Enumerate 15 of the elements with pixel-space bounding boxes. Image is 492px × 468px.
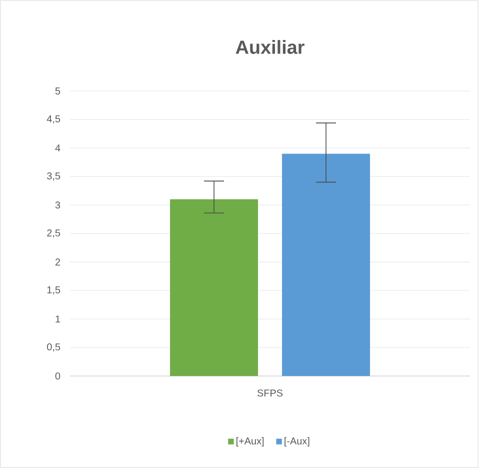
y-tick-label: 0 <box>55 372 60 380</box>
chart-title: Auxiliar <box>236 40 304 54</box>
y-tick-label: 0,5 <box>47 343 60 352</box>
y-tick-label: 2,5 <box>47 229 60 238</box>
y-tick-label: 1 <box>56 316 60 322</box>
x-tick-label: SFPS <box>257 389 283 397</box>
y-tick-label: 1,5 <box>47 286 60 295</box>
y-tick-label: 4,5 <box>46 115 60 124</box>
legend-label: [+Aux] <box>236 437 264 446</box>
y-tick-label: 3,5 <box>47 172 60 181</box>
legend-label: [-Aux] <box>284 437 310 446</box>
y-tick-label: 2 <box>55 258 60 266</box>
y-tick-label: 4 <box>55 144 60 152</box>
y-tick-label: 3 <box>55 201 60 209</box>
y-tick-label: 5 <box>55 88 60 94</box>
